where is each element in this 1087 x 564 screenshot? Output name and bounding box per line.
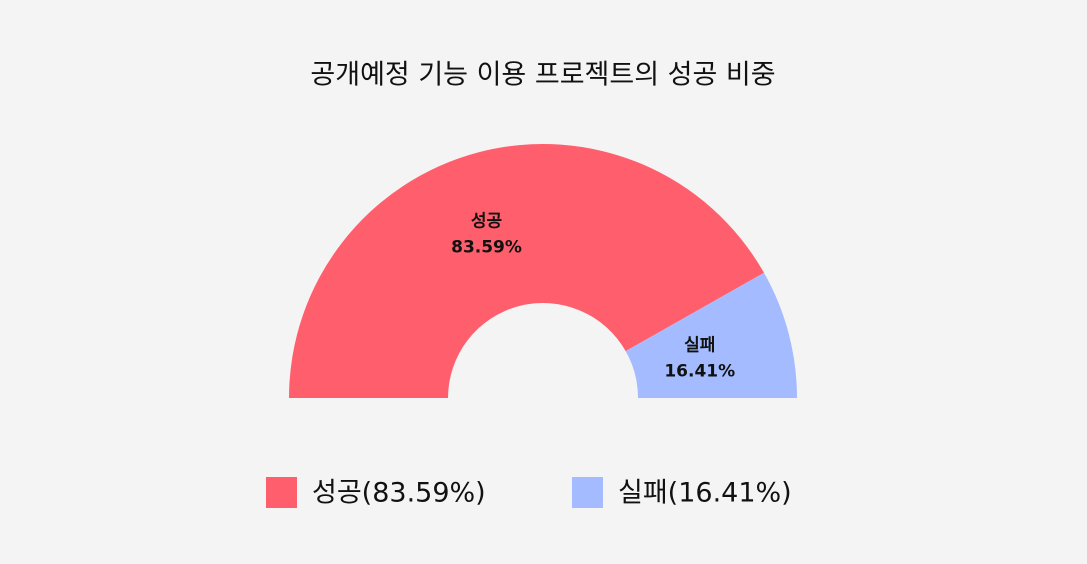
slice — [625, 272, 797, 398]
legend-swatch — [266, 477, 297, 508]
chart-title: 공개예정 기능 이용 프로젝트의 성공 비중 — [310, 60, 775, 91]
legend-label: 실패(16.41%) — [618, 478, 792, 509]
slice-value: 83.59% — [451, 237, 522, 257]
legend-label: 성공(83.59%) — [312, 478, 486, 509]
slice — [289, 144, 764, 398]
legend-swatch — [572, 477, 603, 508]
slice-category: 성공 — [471, 211, 503, 231]
slice-value: 16.41% — [664, 362, 735, 382]
slice-category: 실패 — [684, 336, 715, 356]
